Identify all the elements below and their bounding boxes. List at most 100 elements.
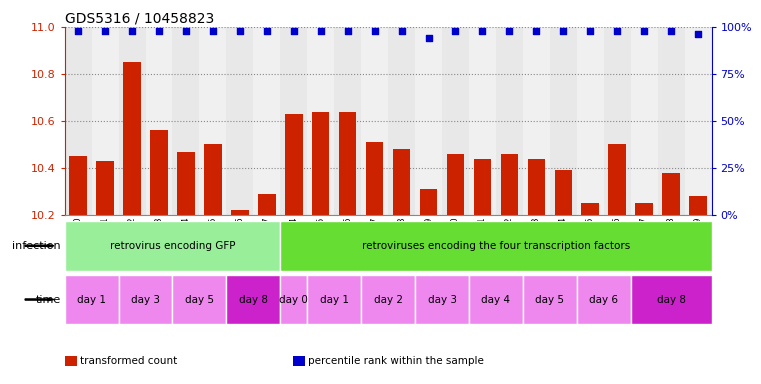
Bar <box>577 275 631 324</box>
Bar <box>280 27 307 215</box>
Text: day 5: day 5 <box>185 295 214 305</box>
Bar <box>312 111 330 215</box>
Bar <box>280 275 307 324</box>
Bar <box>469 27 496 215</box>
Point <box>584 28 597 34</box>
Bar <box>253 27 280 215</box>
Bar <box>334 27 361 215</box>
Bar <box>366 142 384 215</box>
Point <box>288 28 300 34</box>
Bar <box>280 221 712 271</box>
Bar <box>609 144 626 215</box>
Bar <box>496 27 523 215</box>
Point <box>450 28 462 34</box>
Point <box>234 28 246 34</box>
Point <box>314 28 326 34</box>
Bar <box>173 27 199 215</box>
Bar <box>227 275 280 324</box>
Point <box>126 28 139 34</box>
Point <box>72 28 84 34</box>
Bar <box>685 27 712 215</box>
Text: day 3: day 3 <box>428 295 457 305</box>
Bar <box>393 149 410 215</box>
Bar <box>555 170 572 215</box>
Point <box>692 31 704 38</box>
Point <box>261 28 273 34</box>
Bar <box>631 27 658 215</box>
Bar <box>258 194 275 215</box>
Bar <box>285 114 303 215</box>
Point <box>342 28 354 34</box>
Bar <box>581 203 599 215</box>
Text: day 3: day 3 <box>131 295 160 305</box>
Bar <box>123 62 141 215</box>
Point <box>530 28 543 34</box>
Text: time: time <box>36 295 61 305</box>
Bar <box>339 111 356 215</box>
Bar <box>662 173 680 215</box>
Bar <box>603 27 631 215</box>
Point <box>99 28 111 34</box>
Bar <box>635 203 653 215</box>
Bar <box>119 275 173 324</box>
Bar <box>415 275 469 324</box>
Bar <box>231 210 249 215</box>
Bar <box>550 27 577 215</box>
Bar <box>442 27 469 215</box>
Point <box>368 28 380 34</box>
Text: day 8: day 8 <box>239 295 268 305</box>
Bar <box>97 161 114 215</box>
Point <box>638 28 650 34</box>
Point <box>180 28 192 34</box>
Bar <box>577 27 603 215</box>
Point <box>503 28 515 34</box>
Point <box>611 28 623 34</box>
Bar <box>204 144 221 215</box>
Bar <box>173 275 227 324</box>
Text: day 8: day 8 <box>657 295 686 305</box>
Text: day 6: day 6 <box>589 295 618 305</box>
Bar <box>119 27 145 215</box>
Bar <box>469 275 523 324</box>
Bar <box>307 275 361 324</box>
Bar <box>658 27 685 215</box>
Bar <box>501 154 518 215</box>
Bar <box>631 275 712 324</box>
Bar <box>361 27 388 215</box>
Point <box>207 28 219 34</box>
Bar <box>388 27 415 215</box>
Point <box>665 28 677 34</box>
Text: percentile rank within the sample: percentile rank within the sample <box>308 356 484 366</box>
Text: retrovirus encoding GFP: retrovirus encoding GFP <box>110 241 235 251</box>
Bar <box>447 154 464 215</box>
Bar <box>523 27 550 215</box>
Bar <box>145 27 173 215</box>
Bar <box>65 221 280 271</box>
Point <box>476 28 489 34</box>
Bar <box>415 27 442 215</box>
Bar <box>91 27 119 215</box>
Text: day 2: day 2 <box>374 295 403 305</box>
Bar <box>227 27 253 215</box>
Text: GDS5316 / 10458823: GDS5316 / 10458823 <box>65 12 214 26</box>
Bar <box>150 130 167 215</box>
Bar <box>523 275 577 324</box>
Bar <box>199 27 227 215</box>
Point <box>422 35 435 41</box>
Bar <box>65 275 119 324</box>
Bar <box>361 275 415 324</box>
Bar <box>177 152 195 215</box>
Point <box>153 28 165 34</box>
Text: day 0: day 0 <box>279 295 308 305</box>
Text: day 5: day 5 <box>535 295 565 305</box>
Point <box>557 28 569 34</box>
Bar <box>65 27 91 215</box>
Bar <box>689 196 707 215</box>
Point <box>396 28 408 34</box>
Bar <box>473 159 491 215</box>
Bar <box>527 159 545 215</box>
Text: retroviruses encoding the four transcription factors: retroviruses encoding the four transcrip… <box>361 241 630 251</box>
Text: transformed count: transformed count <box>80 356 177 366</box>
Text: infection: infection <box>12 241 61 251</box>
Bar <box>307 27 334 215</box>
